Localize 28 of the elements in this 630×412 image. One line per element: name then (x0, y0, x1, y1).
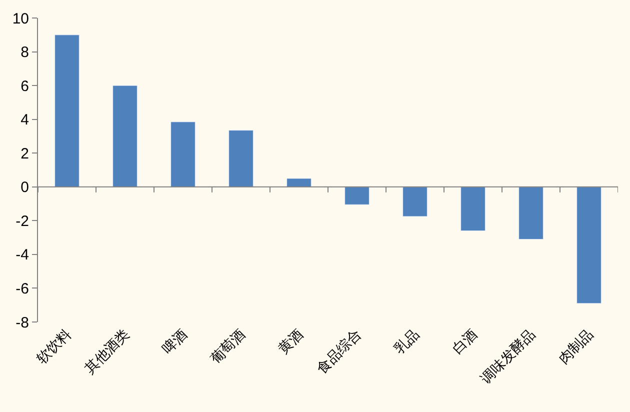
x-tick-label: 黄酒 (276, 326, 307, 358)
x-tick-label: 肉制品 (556, 326, 597, 368)
bar (112, 85, 138, 188)
y-tick-label: -4 (16, 246, 29, 264)
bar (576, 186, 602, 304)
x-tick-label: 食品综合 (314, 326, 365, 378)
bar (460, 186, 486, 232)
x-tick-label: 啤酒 (160, 326, 191, 358)
bar (402, 186, 428, 217)
y-tick-label: 2 (20, 145, 29, 162)
y-tick-label: -2 (16, 212, 29, 230)
y-tick-label: -6 (16, 280, 29, 298)
x-tick-label: 软饮料 (34, 326, 75, 368)
y-tick-label: 4 (20, 112, 29, 129)
bar (518, 186, 544, 240)
y-tick-label: 8 (20, 44, 29, 62)
bar (54, 34, 80, 188)
bar (170, 122, 196, 188)
y-tick-label: -8 (16, 314, 29, 332)
x-tick-label: 其他酒类 (82, 326, 133, 378)
bar (344, 186, 370, 205)
bar (228, 130, 254, 188)
x-tick-label: 葡萄酒 (208, 326, 249, 368)
x-tick-label: 乳品 (392, 326, 423, 358)
y-tick-label: 6 (20, 78, 29, 95)
y-tick-label: 0 (20, 179, 29, 196)
y-tick-label: 10 (12, 10, 29, 28)
bar (286, 178, 312, 188)
